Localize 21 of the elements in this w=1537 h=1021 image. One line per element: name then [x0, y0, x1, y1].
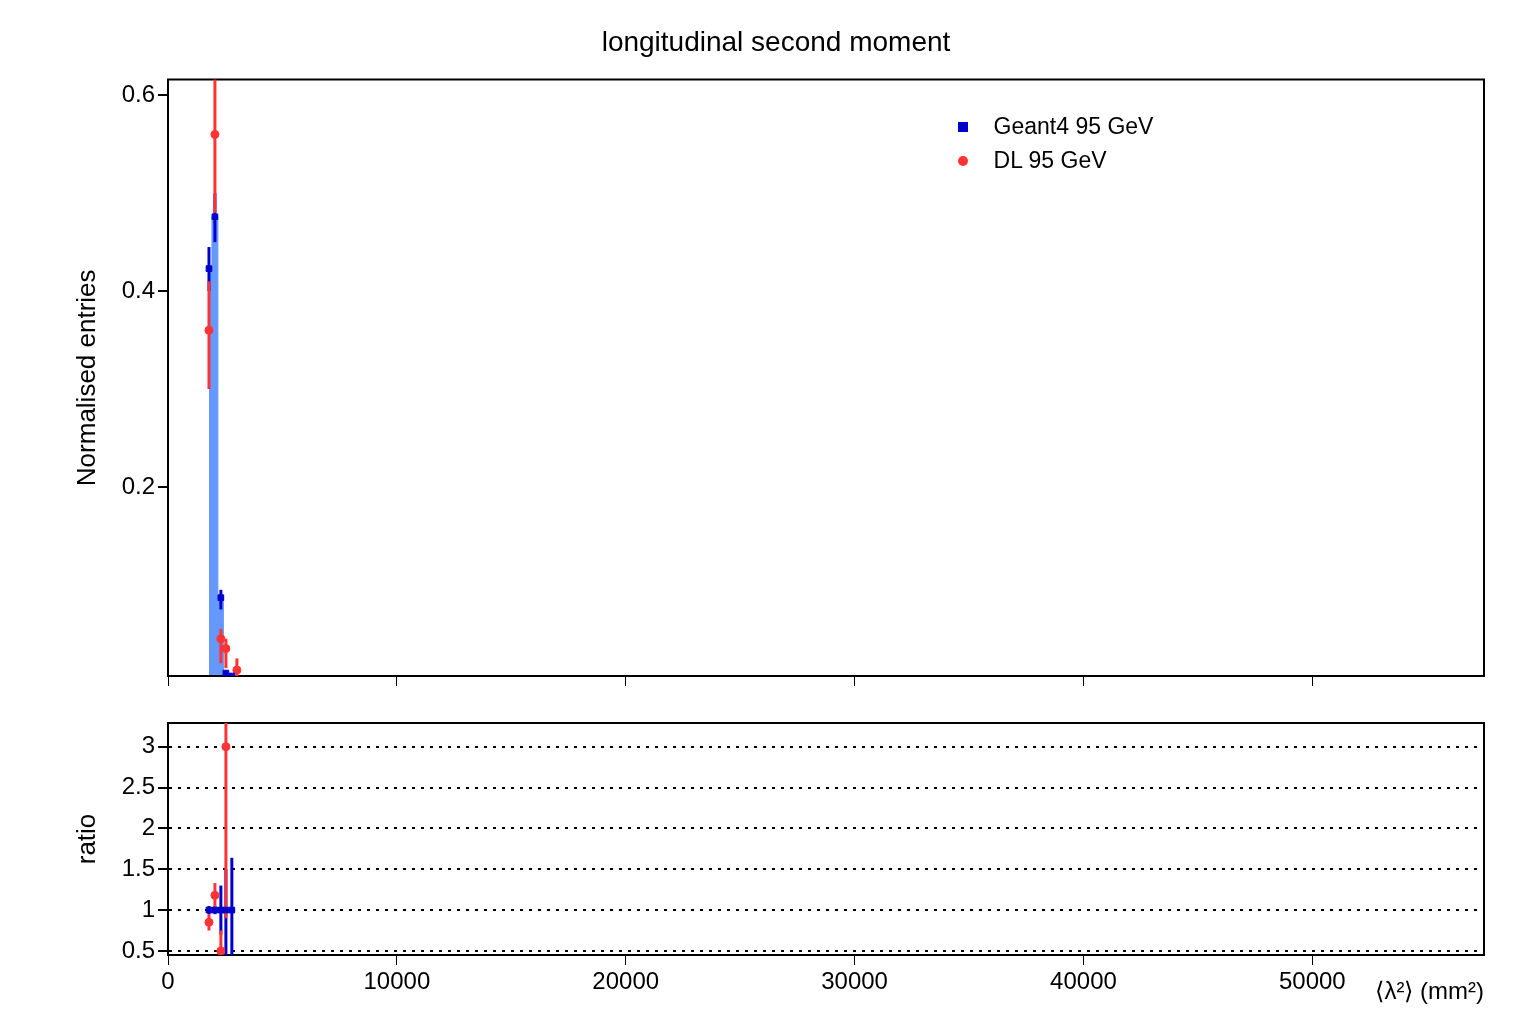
y-tick-label: 3: [141, 731, 155, 759]
x-tick-label: 20000: [592, 967, 660, 995]
x-tick-label: 40000: [1050, 967, 1117, 995]
y-tick-label: 2: [141, 813, 155, 841]
x-tick-label: 0: [161, 967, 175, 995]
y-tick-label: 0.4: [121, 275, 155, 303]
y-axis-title: Normalised entries: [70, 269, 101, 487]
y-tick-label: 1.5: [121, 853, 155, 881]
y-tick-label: 2.5: [121, 772, 155, 800]
legend-label: Geant4 95 GeV: [993, 113, 1154, 141]
x-axis-title: ⟨λ²⟩ (mm²): [1375, 977, 1484, 1005]
y-tick-label: 0.2: [121, 471, 155, 499]
x-tick-label: 10000: [363, 967, 431, 995]
legend-label: DL 95 GeV: [993, 147, 1107, 175]
y-tick-label: 0.5: [121, 935, 155, 963]
y-tick-label: 0.6: [121, 79, 155, 107]
y-axis-title: ratio: [70, 813, 101, 865]
chart-title: longitudinal second moment: [601, 25, 951, 57]
y-tick-label: 1: [141, 894, 155, 922]
x-tick-label: 50000: [1278, 967, 1346, 995]
x-tick-label: 30000: [821, 967, 888, 995]
